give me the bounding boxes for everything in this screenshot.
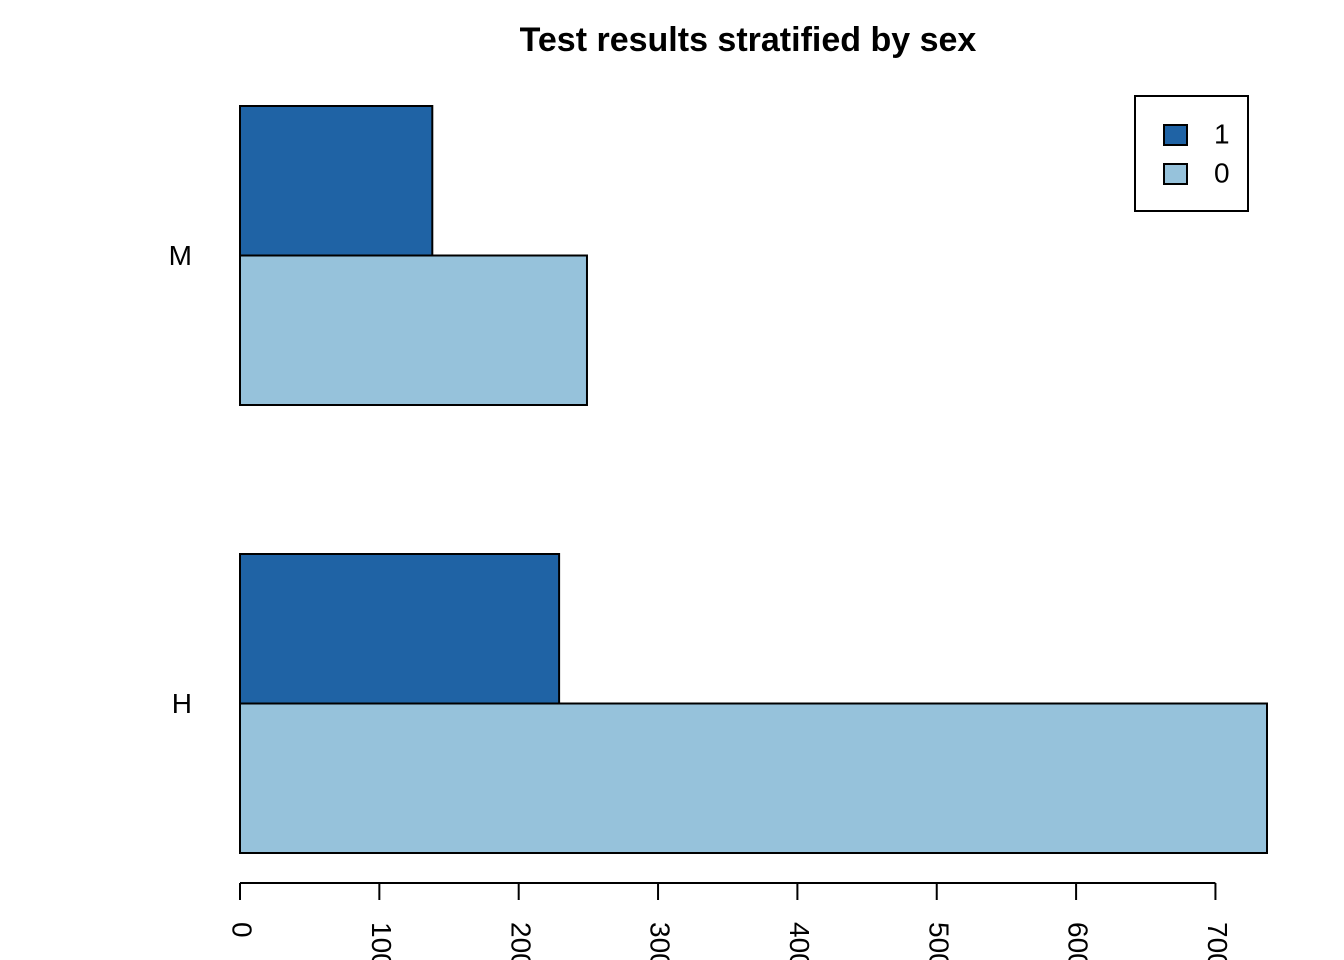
legend-box xyxy=(1134,95,1249,212)
bar xyxy=(239,254,588,406)
bar xyxy=(239,105,434,257)
x-tick-label: 600 xyxy=(1063,922,1094,960)
x-tick-label: 200 xyxy=(505,922,536,960)
legend-swatch xyxy=(1163,124,1188,146)
y-tick-label: H xyxy=(172,688,192,719)
bar xyxy=(239,553,561,705)
legend-label: 1 xyxy=(1214,118,1230,149)
y-tick-label: M xyxy=(169,240,192,271)
x-tick-label: 500 xyxy=(923,922,954,960)
bar xyxy=(239,702,1268,854)
legend-swatch xyxy=(1163,163,1188,185)
chart-title: Test results stratified by sex xyxy=(520,21,977,59)
x-tick-label: 700 xyxy=(1202,922,1233,960)
x-tick-label: 100 xyxy=(366,922,397,960)
legend-label: 0 xyxy=(1214,157,1230,188)
x-tick-label: 400 xyxy=(784,922,815,960)
x-tick-label: 0 xyxy=(227,922,258,938)
x-tick-label: 300 xyxy=(645,922,676,960)
